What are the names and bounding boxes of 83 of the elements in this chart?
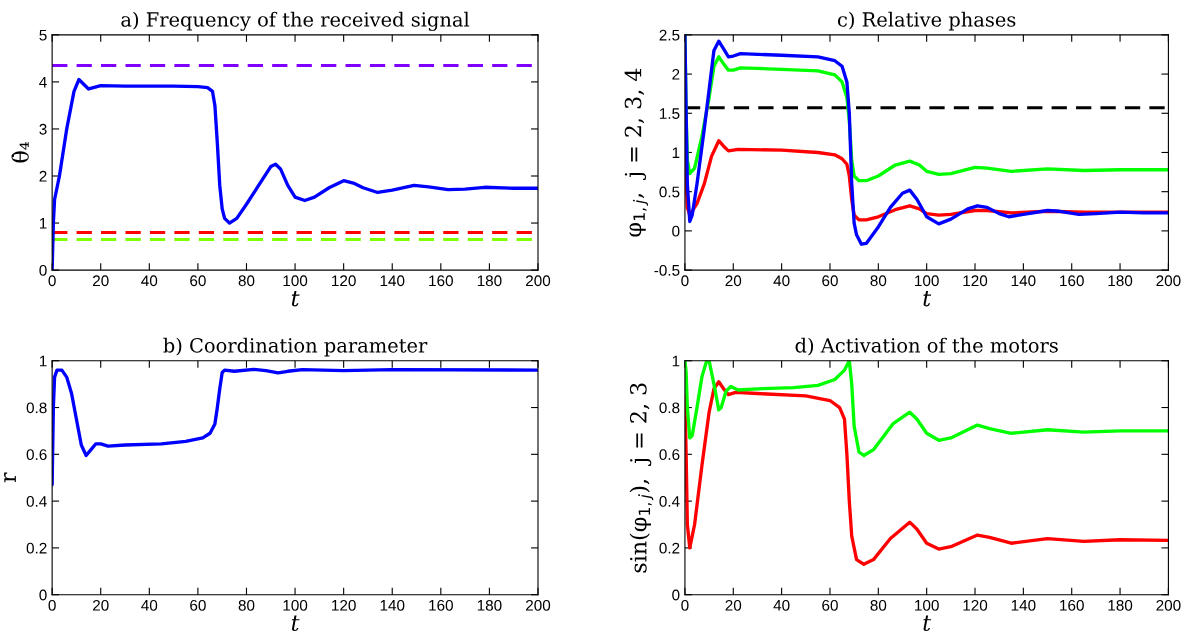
y-axis-title: φ$_{1,j}$, j = 2, 3, 4 [624,68,649,237]
x-axis-title: t [923,615,932,631]
y-tick-label: 0.2 [26,542,47,554]
x-tick-label: 180 [1108,599,1133,611]
x-tick-label: 200 [1156,275,1181,287]
x-tick-label: 200 [1156,599,1181,611]
x-tick-label: 40 [141,275,158,287]
y-tick-label: 1 [672,355,680,367]
x-tick-label: 200 [526,599,551,611]
x-tick-label: 80 [238,275,255,287]
x-tick-label: 100 [283,599,308,611]
x-axis-title: t [291,615,300,631]
x-tick-label: 160 [1060,599,1084,611]
x-axis-title: t [291,290,300,307]
x-tick-label: 0 [681,275,689,287]
y-tick-label: 2 [39,170,47,182]
x-tick-label: 120 [963,275,988,287]
x-tick-label: 200 [526,275,551,287]
y-tick-label: 0 [39,264,47,276]
x-tick-label: 40 [141,599,158,611]
x-tick-label: 160 [429,599,453,611]
x-tick-label: 40 [773,275,790,287]
y-axis-title: r [4,472,16,483]
x-tick-label: 20 [725,599,742,611]
x-tick-label: 60 [190,599,206,611]
y-tick-label: 2 [672,68,680,80]
y-tick-label: 0.2 [659,542,680,554]
x-tick-label: 0 [48,275,56,287]
x-tick-label: 120 [963,599,988,611]
y-tick-label: 0.8 [659,402,680,414]
y-tick-label: 0.8 [26,402,47,414]
chart-title: a) Frequency of the received signal [121,11,470,31]
y-tick-label: 2.5 [659,29,680,41]
y-tick-label: 1 [39,218,47,229]
x-tick-label: 160 [429,275,453,287]
y-tick-label: 0 [39,589,47,601]
x-tick-label: 0 [48,599,56,611]
chart-title: c) Relative phases [837,11,1016,31]
y-tick-label: 1 [672,147,680,159]
x-tick-label: 120 [332,599,356,611]
x-tick-label: 80 [870,275,887,287]
y-tick-label: 5 [39,29,47,41]
x-tick-label: 180 [477,599,502,611]
y-tick-label: 1 [39,355,47,367]
x-tick-label: 60 [190,275,206,287]
x-tick-label: 0 [681,599,689,611]
x-tick-label: 100 [915,599,939,611]
x-tick-label: 80 [870,599,887,611]
x-tick-label: 100 [283,275,308,287]
x-tick-label: 140 [380,599,405,611]
x-tick-label: 20 [93,275,109,287]
x-tick-label: 160 [1060,275,1084,287]
x-tick-label: 180 [477,275,502,287]
chart-title: d) Activation of the motors [795,337,1058,356]
y-tick-label: -0.5 [654,264,680,276]
y-axis-title: sin(φ$_{1,j}$), j = 2, 3 [629,383,654,573]
x-tick-label: 80 [238,599,255,611]
x-tick-label: 140 [1011,599,1036,611]
x-tick-label: 120 [332,275,356,287]
x-axis-title: t [923,290,932,307]
chart-title: b) Coordination parameter [163,337,428,357]
y-tick-label: 1.5 [660,108,680,119]
y-axis-title: θ̇₄ [11,142,29,163]
x-tick-label: 40 [773,599,790,611]
x-tick-label: 20 [93,599,109,611]
y-tick-label: 0 [672,225,680,237]
line-series [684,380,1169,566]
y-tick-label: 0.6 [26,449,47,461]
x-tick-label: 140 [380,275,405,287]
x-tick-label: 100 [915,275,939,287]
y-tick-label: 0.4 [26,495,47,507]
y-tick-label: 0.6 [659,449,680,461]
x-tick-label: 140 [1011,275,1036,287]
line-series [52,367,538,487]
y-tick-label: 0.5 [659,186,680,198]
y-tick-label: 4 [39,76,47,88]
y-tick-label: 0 [672,589,680,601]
x-tick-label: 20 [725,275,742,287]
x-tick-label: 180 [1108,275,1133,287]
y-tick-label: 3 [39,123,47,135]
x-tick-label: 60 [822,275,838,287]
y-tick-label: 0.4 [659,495,680,507]
x-tick-label: 60 [822,599,838,611]
